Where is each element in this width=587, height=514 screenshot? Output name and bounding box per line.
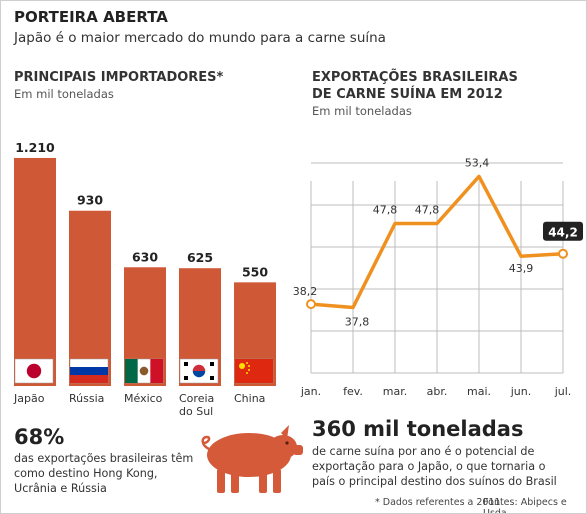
stat-tonnage-line: de carne suína por ano é o potencial de <box>312 445 535 458</box>
infographic-title: PORTEIRA ABERTA <box>14 8 168 26</box>
importer-category-label: México <box>124 392 163 405</box>
china-flag-icon <box>234 358 274 384</box>
flag-star <box>246 362 248 364</box>
importer-value-label: 630 <box>132 249 158 264</box>
month-value-label: 37,8 <box>345 315 370 328</box>
importer-category-label: Rússia <box>69 392 104 405</box>
russia-flag-icon <box>69 358 109 384</box>
month-value-label: 47,8 <box>373 203 398 216</box>
footer-sources: Fontes: Abipecs e Usda <box>483 497 567 514</box>
last-value-badge <box>543 221 583 241</box>
flag-stripe <box>70 375 108 383</box>
importer-category-label: China <box>234 392 265 405</box>
importer-bar <box>14 157 56 386</box>
flag-taeguk-bottom <box>192 371 206 378</box>
importer-value-label: 1.210 <box>15 140 55 155</box>
exports-line-chart: 38,237,847,847,853,443,944,244,2jan.fev.… <box>293 156 583 398</box>
month-value-label: 47,8 <box>415 203 440 216</box>
stat-percentage: 68% <box>14 425 65 449</box>
month-tick-label: mar. <box>383 385 407 398</box>
stat-percentage-line: das exportações brasileiras têm <box>14 452 194 465</box>
month-value-label: 38,2 <box>293 285 318 298</box>
last-value-badge-label: 44,2 <box>548 226 578 240</box>
exports-series-line <box>310 174 564 310</box>
importers-bar-chart: 1.210 Japão 930 Rússia 630 México 625 Coreiado … <box>13 140 276 418</box>
month-tick-label: mai. <box>467 385 491 398</box>
flag-field <box>235 359 273 383</box>
flag-stripe <box>150 359 163 383</box>
month-tick-label: jul. <box>554 385 572 398</box>
month-tick-label: abr. <box>427 385 448 398</box>
importer-category-label: Japão <box>13 392 45 405</box>
flag-star <box>248 365 250 367</box>
flag-taeguk-top <box>192 364 206 371</box>
stat-percentage-text: das exportações brasileiras têm como des… <box>14 451 193 496</box>
flag-star <box>239 363 245 369</box>
importer-bar <box>69 210 111 386</box>
importer-value-label: 550 <box>242 264 268 279</box>
importer-category-label: do Sul <box>179 405 213 418</box>
flag-trigram <box>184 362 188 366</box>
month-tick-label: fev. <box>343 385 363 398</box>
footer-note: * Dados referentes a 2011 <box>375 497 501 508</box>
stat-percentage-line: como destino Hong Kong, <box>14 467 158 480</box>
flag-stripe <box>125 359 138 383</box>
flag-stripe <box>70 367 108 375</box>
flag-disc <box>26 363 42 379</box>
right-chart-unit: Em mil toneladas <box>312 104 412 118</box>
right-chart-title-line1: EXPORTAÇÕES BRASILEIRAS <box>312 70 518 85</box>
mexico-flag-icon <box>124 358 164 384</box>
stat-tonnage-line: exportação para o Japão, o que tornaria … <box>312 460 546 473</box>
importer-category-label: Coreia <box>179 392 214 405</box>
month-tick-label: jan. <box>300 385 321 398</box>
flag-trigram <box>210 376 214 380</box>
series-start-point <box>306 299 316 310</box>
stat-tonnage-text: de carne suína por ano é o potencial de … <box>312 444 557 489</box>
stat-percentage-line: Ucrânia e Rússia <box>14 482 107 495</box>
importer-value-label: 930 <box>77 193 103 208</box>
flag-star <box>246 372 248 374</box>
importer-value-label: 625 <box>187 250 213 265</box>
stat-tonnage: 360 mil toneladas <box>312 417 524 441</box>
month-value-label: 43,9 <box>509 262 534 275</box>
flag-star <box>248 369 250 371</box>
left-chart-title: PRINCIPAIS IMPORTADORES* <box>14 70 224 85</box>
right-chart-title-line2: DE CARNE SUÍNA EM 2012 <box>312 87 503 102</box>
infographic-subtitle: Japão é o maior mercado do mundo para a … <box>14 30 386 46</box>
month-tick-label: jun. <box>510 385 532 398</box>
flag-emblem <box>139 366 149 376</box>
flag-trigram <box>184 376 188 380</box>
month-value-label: 53,4 <box>465 156 490 169</box>
stat-tonnage-line: país o principal destino dos suínos do B… <box>312 475 557 488</box>
pig-icon <box>201 425 303 493</box>
series-end-point <box>558 248 568 259</box>
left-chart-unit: Em mil toneladas <box>14 87 114 101</box>
flag-trigram <box>210 362 214 366</box>
japan-flag-icon <box>14 358 54 384</box>
south-korea-flag-icon <box>179 358 219 384</box>
